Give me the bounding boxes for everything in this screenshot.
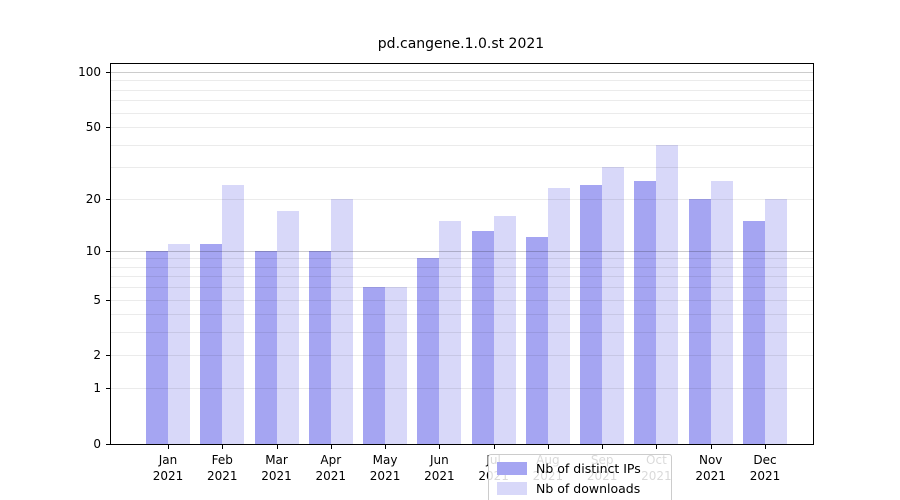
y-tick-5	[106, 299, 110, 301]
gridline-20	[111, 198, 813, 200]
gridline-10	[111, 250, 813, 252]
x-tick-feb	[222, 445, 224, 449]
bar-jan-distinct-ips	[146, 250, 168, 444]
bar-nov-downloads	[710, 181, 733, 444]
bar-oct-distinct-ips	[634, 181, 657, 444]
bar-apr-distinct-ips	[308, 250, 331, 444]
bar-jun-distinct-ips	[417, 258, 440, 444]
x-label-apr: Apr 2021	[315, 453, 347, 483]
gridline-9	[111, 258, 813, 260]
legend-label-distinct-ips: Nb of distinct IPs	[536, 461, 641, 476]
bar-oct-downloads	[656, 144, 679, 444]
gridline-1	[111, 388, 813, 390]
bar-aug-downloads	[547, 187, 570, 444]
y-tick-50	[106, 127, 110, 129]
bar-dec-distinct-ips	[742, 220, 765, 444]
gridline-7	[111, 276, 813, 278]
x-tick-may	[385, 445, 387, 449]
plot-area: Jan 2021 Feb 2021 Mar 2021 Apr 2021 May 2021 Jun 20…	[78, 63, 814, 500]
gridline-5	[111, 299, 813, 301]
bar-feb-downloads	[222, 184, 245, 444]
gridline-90	[111, 80, 813, 82]
y-label-20: 20	[85, 191, 101, 206]
bar-may-distinct-ips	[363, 287, 386, 444]
y-label-100: 100	[78, 64, 101, 79]
x-label-jan: Jan 2021	[152, 453, 184, 483]
bar-jul-downloads	[493, 215, 516, 444]
gridline-60	[111, 112, 813, 114]
bar-aug-distinct-ips	[525, 237, 548, 444]
y-label-50: 50	[85, 120, 101, 135]
gridline-100	[111, 71, 813, 73]
x-tick-aug	[547, 445, 549, 449]
y-tick-100	[106, 71, 110, 73]
y-label-1: 1	[93, 381, 101, 396]
y-tick-1	[106, 388, 110, 390]
legend-entry-distinct-ips: Nb of distinct IPs	[497, 461, 663, 476]
bar-may-downloads	[385, 287, 408, 444]
bar-feb-distinct-ips	[200, 243, 223, 444]
y-label-10: 10	[85, 243, 101, 258]
x-tick-jun	[439, 445, 441, 449]
gridline-30	[111, 167, 813, 169]
y-label-2: 2	[93, 348, 101, 363]
x-tick-nov	[710, 445, 712, 449]
gridline-2	[111, 355, 813, 357]
x-tick-oct	[656, 445, 658, 449]
gridline-40	[111, 144, 813, 146]
bar-jan-downloads	[168, 243, 190, 444]
bar-dec-downloads	[764, 198, 787, 444]
gridline-6	[111, 287, 813, 289]
x-tick-sep	[602, 445, 604, 449]
x-label-mar: Mar 2021	[261, 453, 292, 483]
x-label-feb: Feb 2021	[206, 453, 238, 483]
bar-sep-distinct-ips	[580, 184, 603, 444]
bar-apr-downloads	[330, 198, 353, 444]
gridline-3	[111, 332, 813, 334]
bar-sep-downloads	[602, 167, 625, 444]
gridline-8	[111, 266, 813, 268]
x-tick-mar	[276, 445, 278, 449]
bar-jun-downloads	[439, 220, 462, 444]
y-tick-10	[106, 250, 110, 252]
bar-mar-downloads	[276, 211, 299, 444]
x-label-jun: Jun 2021	[424, 453, 455, 483]
x-tick-jan	[168, 445, 169, 449]
x-label-nov: Nov 2021	[695, 453, 726, 483]
x-tick-dec	[764, 445, 766, 449]
bar-mar-distinct-ips	[254, 250, 277, 444]
x-label-dec: Dec 2021	[749, 453, 781, 483]
legend-swatch-distinct-ips	[497, 462, 527, 475]
bar-jul-distinct-ips	[471, 231, 494, 444]
legend: Nb of distinct IPs Nb of downloads	[488, 454, 672, 500]
gridline-70	[111, 100, 813, 102]
chart-title: pd.cangene.1.0.st 2021	[377, 36, 545, 52]
x-label-may: May 2021	[369, 453, 401, 483]
bar-nov-distinct-ips	[688, 198, 711, 444]
gridline-80	[111, 89, 813, 91]
x-tick-apr	[330, 445, 332, 449]
x-tick-jul	[493, 445, 495, 449]
y-tick-20	[106, 198, 110, 200]
legend-swatch-downloads	[497, 482, 527, 495]
gridline-50	[111, 127, 813, 129]
legend-label-downloads: Nb of downloads	[536, 481, 641, 496]
gridline-4	[111, 314, 813, 316]
legend-entry-downloads: Nb of downloads	[497, 481, 663, 496]
y-label-0: 0	[93, 437, 101, 451]
y-label-5: 5	[93, 292, 101, 307]
y-tick-2	[106, 355, 110, 357]
y-tick-0	[106, 444, 110, 445]
